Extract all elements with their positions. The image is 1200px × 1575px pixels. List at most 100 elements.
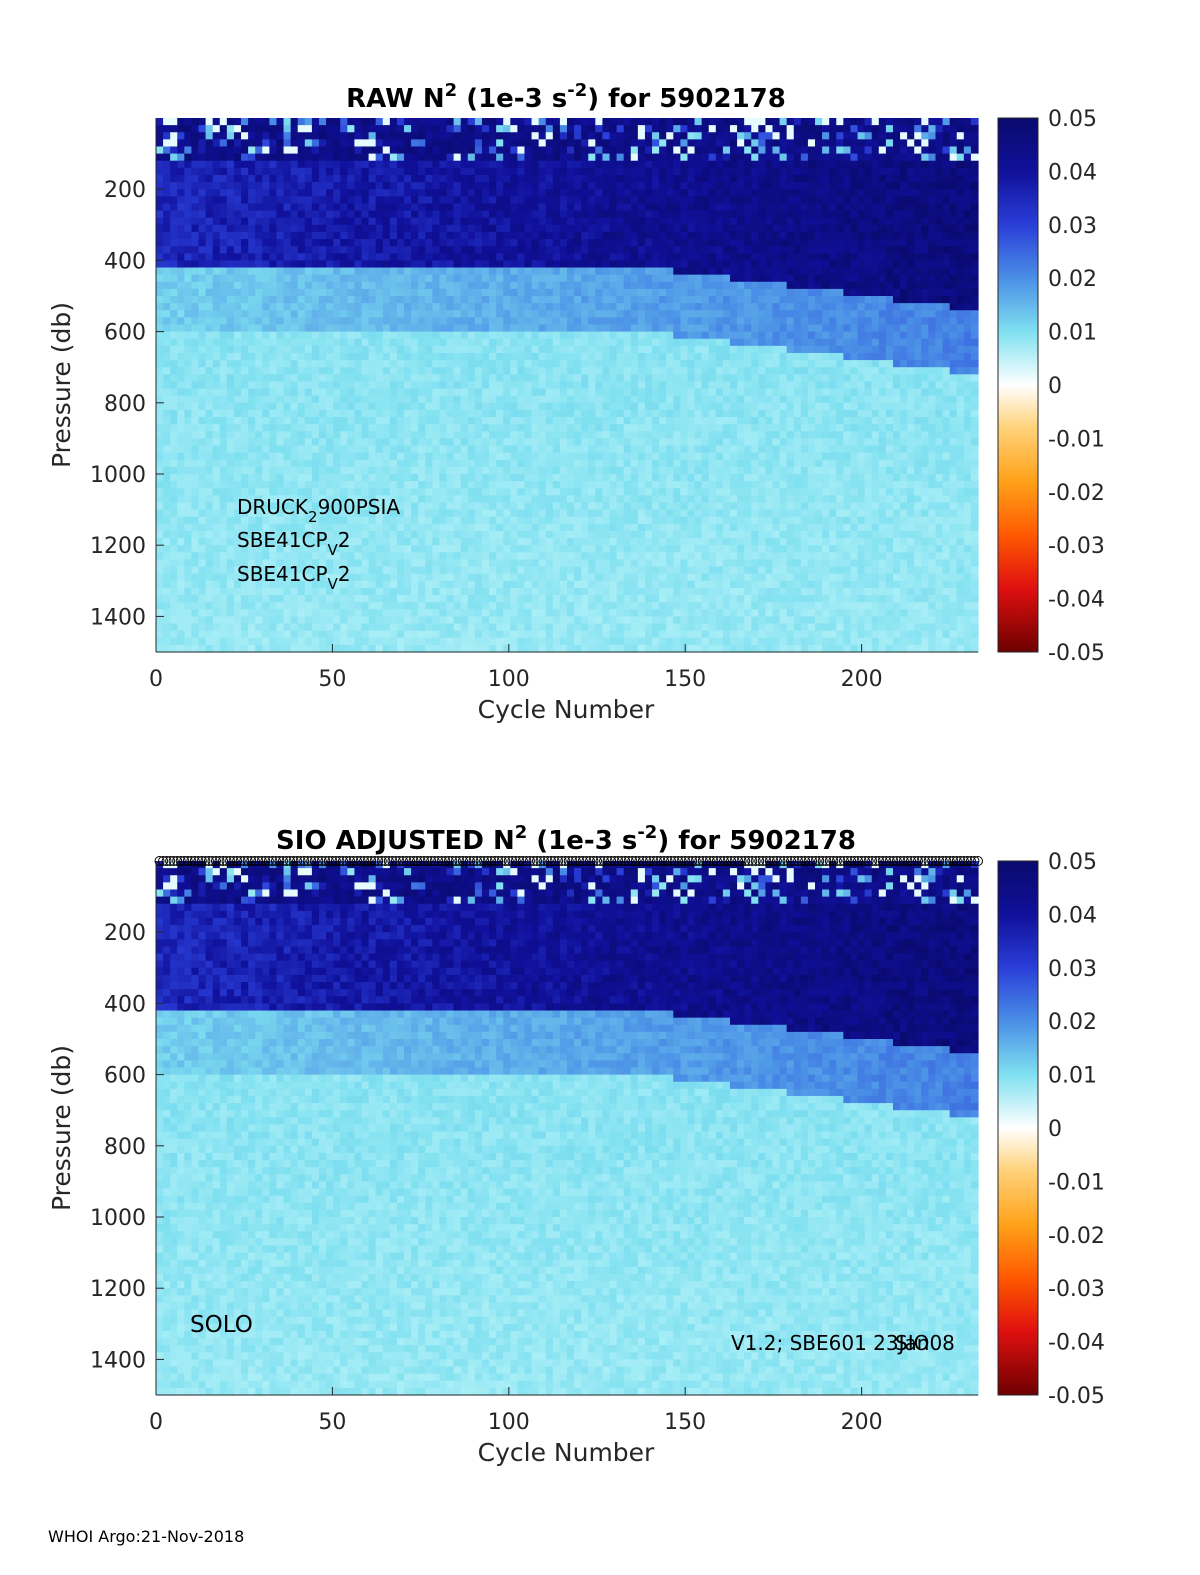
cycle-marker (412, 856, 423, 866)
cycle-marker (242, 856, 253, 866)
cycle-marker (609, 856, 620, 866)
cycle-marker (563, 856, 574, 866)
colorbar-tick-label: -0.04 (1048, 588, 1105, 613)
colorbar-tick-label: -0.01 (1048, 427, 1105, 452)
cycle-marker (951, 856, 962, 866)
cycle-marker (750, 856, 761, 866)
cycle-marker (489, 856, 500, 866)
cycle-marker (969, 856, 980, 866)
cycle-marker (500, 856, 511, 866)
heatmap-area (156, 118, 979, 653)
cycle-marker (694, 856, 705, 866)
sensor-annotation: SBE41CPV2 (237, 562, 351, 593)
colorbar-tick-labels: 0.05 0.04 0.03 0.02 0.01 0 -0.01 -0.02 -0.03 -0.0… (1048, 107, 1105, 666)
cycle-marker (447, 856, 458, 866)
cycle-marker (881, 856, 892, 866)
cycle-marker (771, 856, 782, 866)
cycle-marker (842, 856, 853, 866)
cycle-marker (606, 856, 617, 866)
cycle-marker (934, 856, 945, 866)
colorbar-tick-label: 0.03 (1048, 957, 1097, 982)
sensor-annotation: SBE41CPV2 (237, 528, 351, 559)
cycle-marker (493, 856, 504, 866)
cycle-marker (362, 856, 373, 866)
chart-title: RAW N2 (1e-3 s-2) for 5902178 (346, 80, 786, 114)
cycle-marker (514, 856, 525, 866)
cycle-marker (203, 856, 214, 866)
cycle-marker (355, 856, 366, 866)
cycle-marker (464, 856, 475, 866)
cycle-marker (941, 856, 952, 866)
cycle-marker (507, 856, 518, 866)
cycle-marker (651, 856, 662, 866)
y-tick-label: 200 (104, 178, 146, 203)
x-tick-label: 200 (841, 1410, 883, 1435)
cycle-marker (588, 856, 599, 866)
y-tick-label: 1000 (90, 463, 146, 488)
cycle-marker (472, 856, 483, 866)
cycle-marker (775, 856, 786, 866)
cycle-marker (764, 856, 775, 866)
cycle-marker (877, 856, 888, 866)
cycle-marker (401, 856, 412, 866)
cycle-marker (232, 856, 243, 866)
colorbar (997, 117, 1039, 653)
colorbar-tick-label: 0.05 (1048, 107, 1097, 132)
cycle-marker (662, 856, 673, 866)
chart-title: SIO ADJUSTED N2 (1e-3 s-2) for 5902178 (276, 822, 856, 856)
cycle-marker (898, 856, 909, 866)
y-tick-label: 600 (104, 1064, 146, 1089)
cycle-marker (902, 856, 913, 866)
cycle-marker (228, 856, 239, 866)
colorbar-tick-label: -0.03 (1048, 1277, 1105, 1302)
cycle-marker (359, 856, 370, 866)
colorbar-tick-label: 0 (1048, 1117, 1062, 1142)
cycle-marker (630, 856, 641, 866)
cycle-marker (754, 856, 765, 866)
cycle-marker (891, 856, 902, 866)
cycle-marker (814, 856, 825, 866)
cycle-marker (193, 856, 204, 866)
cycle-marker (973, 856, 983, 866)
colorbar-tick-labels: 0.05 0.04 0.03 0.02 0.01 0 -0.01 -0.02 -0.03 -0.0… (1048, 850, 1105, 1409)
cycle-marker (778, 856, 789, 866)
cycle-marker (965, 856, 976, 866)
cycle-marker (740, 856, 751, 866)
cycle-marker (849, 856, 860, 866)
cycle-marker (577, 856, 588, 866)
cycle-marker (323, 856, 334, 866)
cycle-marker (570, 856, 581, 866)
cycle-marker (295, 856, 306, 866)
cycle-marker (711, 856, 722, 866)
x-tick-label: 50 (318, 1410, 346, 1435)
cycle-marker (532, 856, 543, 866)
cycle-marker (553, 856, 564, 866)
colorbar-tick-label: 0.01 (1048, 321, 1097, 346)
cycle-marker (944, 856, 955, 866)
colorbar-tick-label: 0.05 (1048, 850, 1097, 875)
cycle-marker (757, 856, 768, 866)
cycle-marker (461, 856, 472, 866)
colorbar-tick-label: 0 (1048, 374, 1062, 399)
cycle-marker (796, 856, 807, 866)
cycle-marker (539, 856, 550, 866)
cycle-marker (687, 856, 698, 866)
cycle-marker (556, 856, 567, 866)
cycle-marker (443, 856, 454, 866)
cycle-marker (835, 856, 846, 866)
x-axis-label: Cycle Number (478, 1438, 655, 1467)
cycle-marker (373, 856, 384, 866)
cycle-marker (927, 856, 938, 866)
colorbar-tick-label: 0.02 (1048, 1010, 1097, 1035)
x-tick-label: 100 (488, 1410, 530, 1435)
cycle-marker (429, 856, 440, 866)
cycle-marker (200, 856, 211, 866)
cycle-marker (863, 856, 874, 866)
cycle-marker (334, 856, 345, 866)
cycle-marker (267, 856, 278, 866)
cycle-marker (599, 856, 610, 866)
sensor-annotation: DRUCK2900PSIA (237, 495, 400, 526)
cycle-marker (874, 856, 885, 866)
cycle-marker (383, 856, 394, 866)
y-tick-label: 200 (104, 921, 146, 946)
